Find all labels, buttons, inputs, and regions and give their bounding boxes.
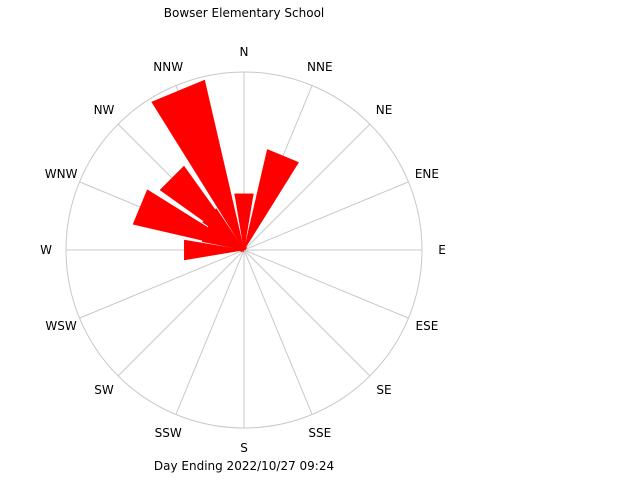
label-e: E (438, 243, 446, 257)
spoke-ssw (175, 249, 245, 415)
label-w: W (40, 243, 52, 257)
bar-n (234, 193, 254, 251)
direction-labels: N NNE NE ENE E ESE SE SSE S SSW SW WSW W WNW NW NNW (40, 45, 446, 455)
chart-title: Bowser Elementary School (163, 6, 325, 20)
spoke-se (243, 249, 371, 377)
spoke-ese (243, 249, 409, 319)
label-wnw: WNW (45, 167, 78, 181)
chart-footer: Day Ending 2022/10/27 09:24 (153, 459, 335, 473)
direction-bars (132, 79, 299, 261)
spoke-ene (243, 181, 409, 251)
spoke-ne (243, 123, 371, 251)
spoke-sse (243, 249, 313, 415)
spoke-sw (117, 249, 245, 377)
label-n: N (240, 45, 249, 59)
label-se: SE (376, 383, 391, 397)
bar-ene (243, 248, 247, 251)
label-nnw: NNW (153, 60, 183, 74)
label-nne: NNE (307, 60, 333, 74)
label-ne: NE (376, 103, 393, 117)
label-ssw: SSW (155, 426, 182, 440)
bar-nne (243, 149, 299, 251)
label-ese: ESE (416, 319, 439, 333)
label-wsw: WSW (45, 319, 76, 333)
label-nw: NW (94, 103, 115, 117)
bar-w (184, 239, 245, 261)
bar-inner-nw (202, 208, 245, 251)
bar-nnw (151, 79, 245, 251)
label-ene: ENE (415, 167, 439, 181)
label-sw: SW (94, 383, 114, 397)
spoke-wsw (79, 249, 245, 319)
label-sse: SSE (308, 426, 331, 440)
label-s: S (240, 441, 248, 455)
